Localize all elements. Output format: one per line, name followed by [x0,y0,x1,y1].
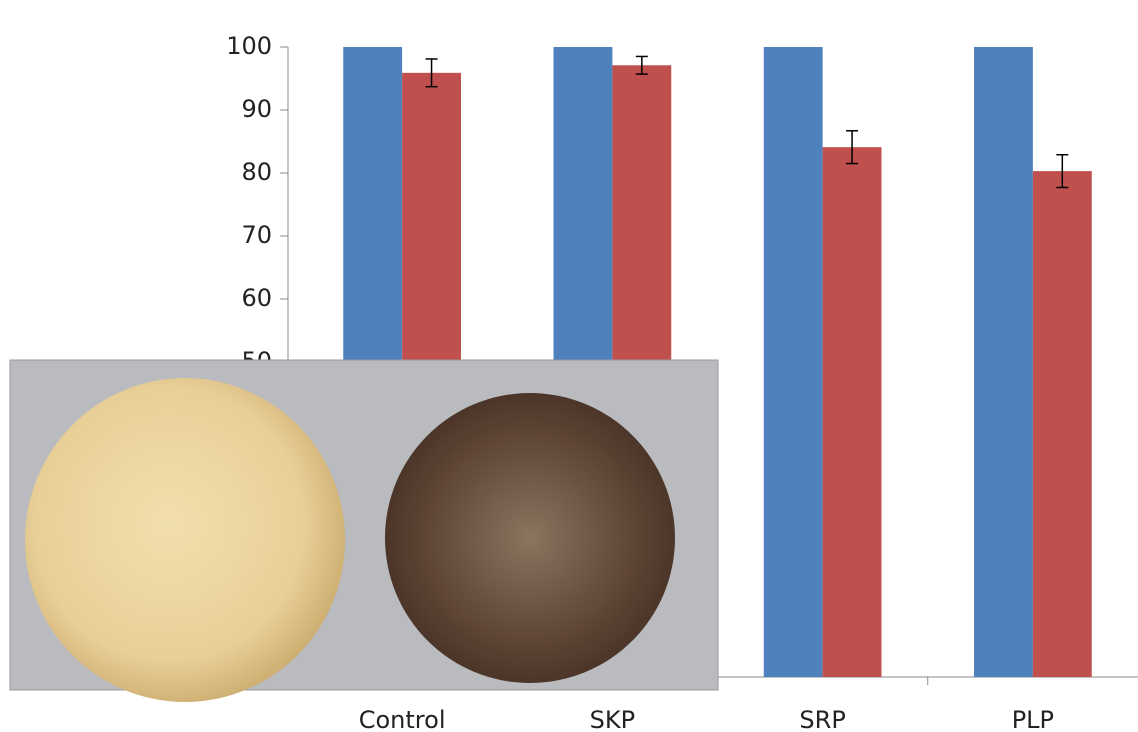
x-tick-label: Control [359,706,446,732]
y-tick-label: 100 [226,32,272,60]
x-tick-label: SRP [799,706,845,732]
photo-inset [10,360,718,702]
bar [823,147,882,677]
x-tick-label: PLP [1012,706,1054,732]
control-sample [25,378,345,702]
bar [764,47,823,677]
y-tick-label: 80 [241,158,272,186]
y-tick-label: 90 [241,95,272,123]
x-tick-label: SKP [590,706,635,732]
bar [1033,171,1092,677]
bar [974,47,1033,677]
page: {"chart_data": {"type": "bar", "categori… [0,0,1138,732]
y-tick-label: 60 [241,284,272,312]
y-tick-label: 70 [241,221,272,249]
chart: 0102030405060708090100ControlSKPSRPPLP [0,0,1138,732]
treated-sample [385,393,675,683]
